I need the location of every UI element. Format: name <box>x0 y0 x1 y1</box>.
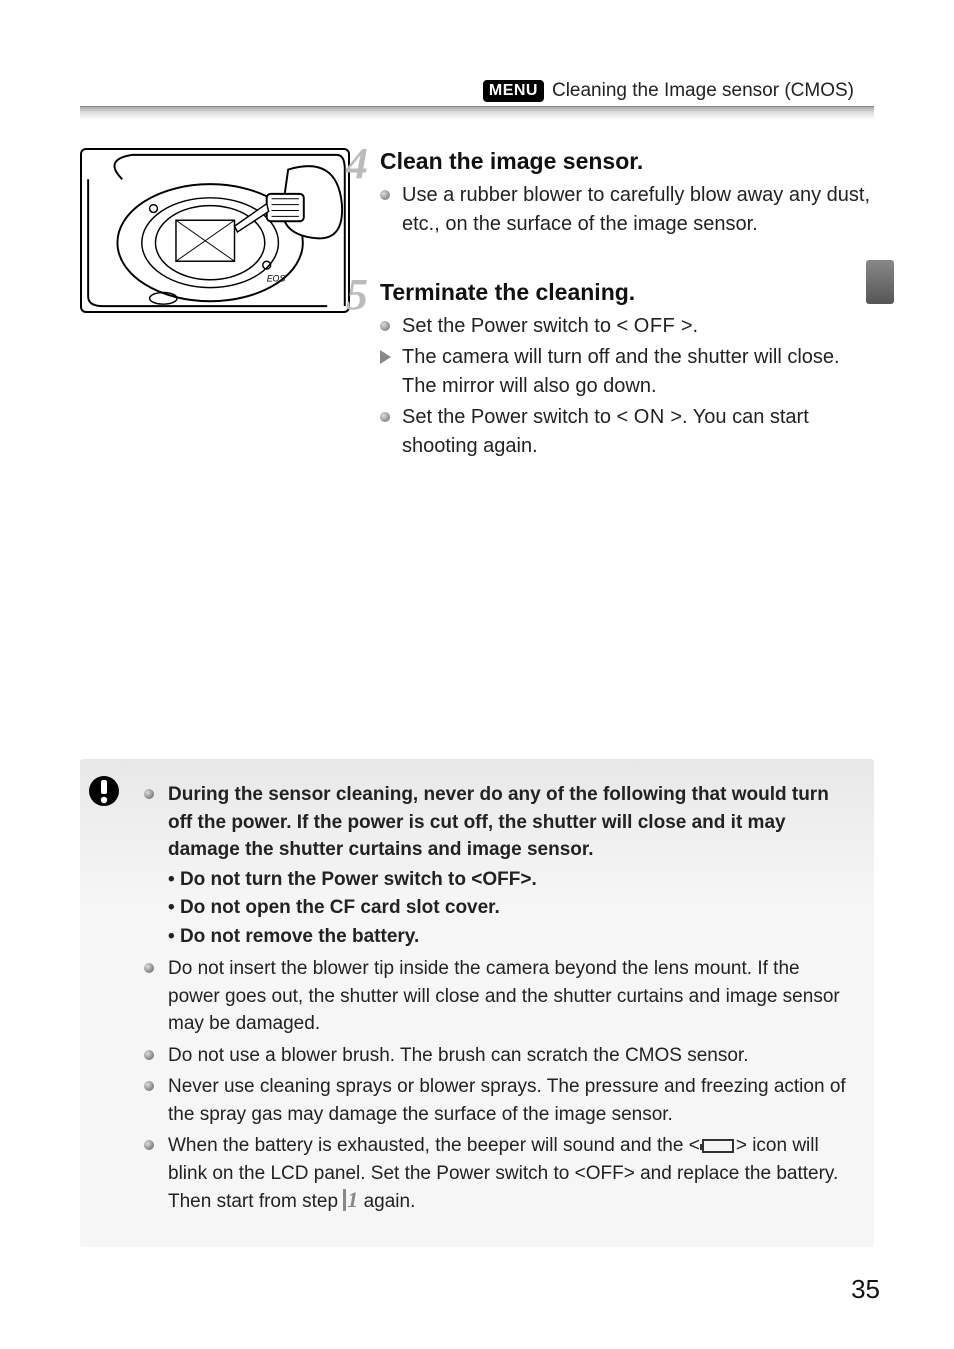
warn-item-3: Do not use a blower brush. The brush can… <box>140 1042 846 1070</box>
warn-sub-2: Do not open the CF card slot cover. <box>168 894 846 923</box>
warn-item-4: Never use cleaning sprays or blower spra… <box>140 1073 846 1128</box>
warn-item-intro: During the sensor cleaning, never do any… <box>140 781 846 951</box>
step-5: 5 Terminate the cleaning. Set the Power … <box>374 279 874 461</box>
step-5-item-2: The camera will turn off and the shutter… <box>380 343 874 401</box>
step-4-title: Clean the image sensor. <box>380 148 874 175</box>
menu-badge: MENU <box>483 80 544 102</box>
battery-icon <box>702 1139 734 1153</box>
step-number-5: 5 <box>346 273 368 317</box>
step-4-item: Use a rubber blower to carefully blow aw… <box>380 181 874 239</box>
header-divider <box>80 106 874 120</box>
step-1-ref: 1 <box>343 1189 358 1211</box>
warning-icon <box>86 773 122 809</box>
step-4: 4 Clean the image sensor. Use a rubber b… <box>374 148 874 239</box>
camera-illustration: EOS <box>80 148 350 313</box>
warn-item-5: When the battery is exhausted, the beepe… <box>140 1132 846 1215</box>
page-number: 35 <box>851 1274 880 1305</box>
header-title: Cleaning the Image sensor (CMOS) <box>552 80 854 102</box>
step-5-title: Terminate the cleaning. <box>380 279 874 306</box>
step-5-item-3: Set the Power switch to < ON >. You can … <box>380 403 874 461</box>
svg-text:EOS: EOS <box>267 274 286 284</box>
warn-sub-1: Do not turn the Power switch to <OFF>. <box>168 866 846 895</box>
step-number-4: 4 <box>346 142 368 186</box>
page-header: MENU Cleaning the Image sensor (CMOS) <box>80 80 874 102</box>
warn-item-2: Do not insert the blower tip inside the … <box>140 955 846 1038</box>
step-5-item-1: Set the Power switch to < OFF >. <box>380 312 874 341</box>
warning-box: During the sensor cleaning, never do any… <box>80 759 874 1247</box>
warn-sub-3: Do not remove the battery. <box>168 923 846 952</box>
